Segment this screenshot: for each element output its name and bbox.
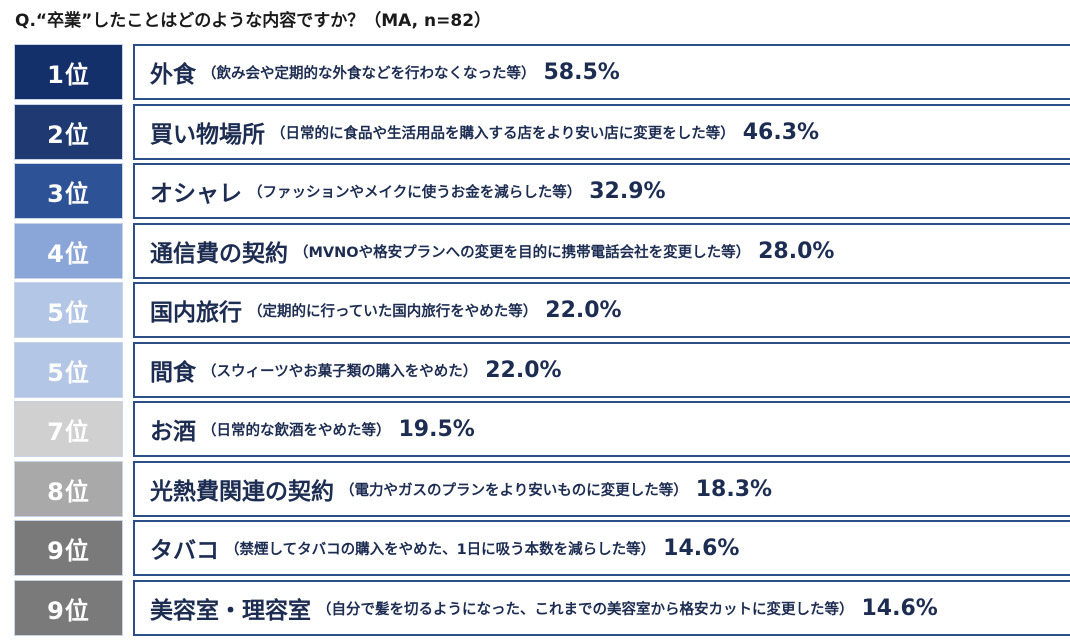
item-label: 通信費の契約 <box>150 241 288 267</box>
ranking-row: 9位 タバコ （禁煙してタバコの購入をやめた、1日に吸う本数を減らした等） 14.6% <box>14 520 1070 576</box>
item-note: （禁煙してタバコの購入をやめた、1日に吸う本数を減らした等） <box>225 541 656 558</box>
ranking-card: 美容室・理容室 （自分で髪を切るようになった、これまでの美容室から格安カットに変更… <box>133 580 1070 636</box>
ranking-row: 5位 国内旅行 （定期的に行っていた国内旅行をやめた等） 22.0% <box>14 282 1070 338</box>
rank-badge: 5位 <box>14 282 123 338</box>
ranking-card: お酒 （日常的な飲酒をやめた等） 19.5% <box>133 401 1070 457</box>
item-label: 間食 <box>150 360 196 386</box>
ranking-card: オシャレ （ファッションやメイクに使うお金を減らした等） 32.9% <box>133 163 1070 219</box>
percentage-label: 58.5% <box>543 59 620 85</box>
item-label: 光熱費関連の契約 <box>150 479 334 505</box>
percentage-label: 22.0% <box>485 357 562 383</box>
item-label: お酒 <box>150 419 196 445</box>
item-note: （ファッションやメイクに使うお金を減らした等） <box>248 184 582 201</box>
percentage-label: 14.6% <box>861 595 938 621</box>
rank-badge: 3位 <box>14 163 123 219</box>
item-note: （スウィーツやお菓子類の購入をやめた） <box>202 363 478 380</box>
ranking-row: 2位 買い物場所 （日常的に食品や生活用品を購入する店をより安い店に変更をした等） 4… <box>14 104 1070 160</box>
item-note: （日常的に食品や生活用品を購入する店をより安い店に変更をした等） <box>271 125 735 142</box>
ranking-row: 4位 通信費の契約 （MVNOや格安プランへの変更を目的に携帯電話会社を変更した等）… <box>14 223 1070 279</box>
rank-badge: 8位 <box>14 461 123 517</box>
item-note: （電力やガスのプランをより安いものに変更した等） <box>340 482 688 499</box>
rank-badge: 2位 <box>14 104 123 160</box>
ranking-row: 1位 外食 （飲み会や定期的な外食などを行わなくなった等） 58.5% <box>14 44 1070 100</box>
ranking-card: 間食 （スウィーツやお菓子類の購入をやめた） 22.0% <box>133 342 1070 398</box>
rank-badge: 9位 <box>14 520 123 576</box>
percentage-label: 19.5% <box>398 416 475 442</box>
ranking-card: 買い物場所 （日常的に食品や生活用品を購入する店をより安い店に変更をした等） 46.… <box>133 104 1070 160</box>
ranking-card: 外食 （飲み会や定期的な外食などを行わなくなった等） 58.5% <box>133 44 1070 100</box>
percentage-label: 46.3% <box>742 119 820 145</box>
item-label: 国内旅行 <box>150 300 242 326</box>
percentage-label: 14.6% <box>663 535 740 561</box>
item-label: 美容室・理容室 <box>150 598 311 624</box>
ranking-row: 9位 美容室・理容室 （自分で髪を切るようになった、これまでの美容室から格安カットに… <box>14 580 1070 636</box>
item-note: （飲み会や定期的な外食などを行わなくなった等） <box>202 65 536 82</box>
rank-badge: 4位 <box>14 223 123 279</box>
item-label: オシャレ <box>150 181 242 207</box>
ranking-card: 光熱費関連の契約 （電力やガスのプランをより安いものに変更した等） 18.3% <box>133 461 1070 517</box>
percentage-label: 22.0% <box>545 297 622 323</box>
item-label: 買い物場所 <box>150 122 265 148</box>
question-title: Q.“卒業”したことはどのような内容ですか？（MA, n=82） <box>15 11 492 31</box>
ranking-row: 7位 お酒 （日常的な飲酒をやめた等） 19.5% <box>14 401 1070 457</box>
item-note: （MVNOや格安プランへの変更を目的に携帯電話会社を変更した等） <box>294 244 751 261</box>
ranking-card: 通信費の契約 （MVNOや格安プランへの変更を目的に携帯電話会社を変更した等） 28… <box>133 223 1070 279</box>
item-note: （定期的に行っていた国内旅行をやめた等） <box>248 303 538 320</box>
rank-badge: 7位 <box>14 401 123 457</box>
item-note: （日常的な飲酒をやめた等） <box>202 422 391 439</box>
ranking-row: 5位 間食 （スウィーツやお菓子類の購入をやめた） 22.0% <box>14 342 1070 398</box>
rank-badge: 9位 <box>14 580 123 636</box>
percentage-label: 32.9% <box>589 178 666 204</box>
ranking-row: 8位 光熱費関連の契約 （電力やガスのプランをより安いものに変更した等） 18.3% <box>14 461 1070 517</box>
percentage-label: 18.3% <box>695 476 773 502</box>
percentage-label: 28.0% <box>758 238 835 264</box>
ranking-row: 3位 オシャレ （ファッションやメイクに使うお金を減らした等） 32.9% <box>14 163 1070 219</box>
ranking-card: タバコ （禁煙してタバコの購入をやめた、1日に吸う本数を減らした等） 14.6% <box>133 520 1070 576</box>
ranking-card: 国内旅行 （定期的に行っていた国内旅行をやめた等） 22.0% <box>133 282 1070 338</box>
rank-badge: 1位 <box>14 44 123 100</box>
item-note: （自分で髪を切るようになった、これまでの美容室から格安カットに変更した等） <box>317 601 854 618</box>
item-label: タバコ <box>150 538 219 564</box>
item-label: 外食 <box>150 62 196 88</box>
rank-badge: 5位 <box>14 342 123 398</box>
